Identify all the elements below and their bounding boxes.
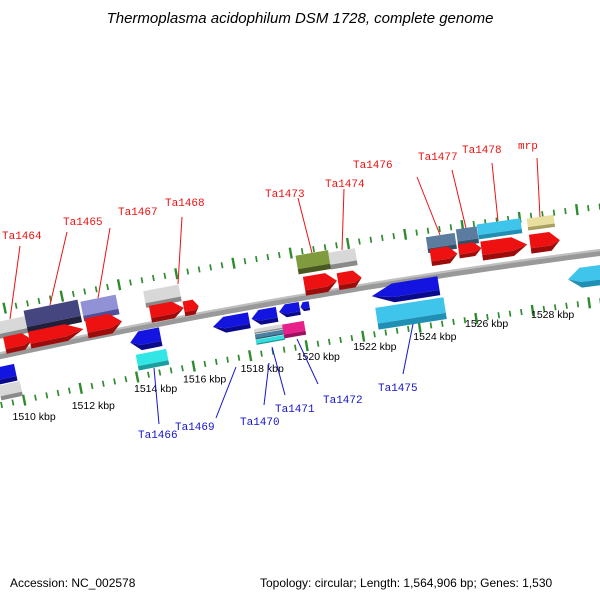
svg-text:Ta1465: Ta1465 bbox=[63, 217, 103, 229]
svg-text:mrp: mrp bbox=[518, 141, 538, 153]
svg-text:Ta1478: Ta1478 bbox=[462, 145, 502, 157]
svg-text:1524 kbp: 1524 kbp bbox=[413, 331, 456, 343]
svg-text:Ta1467: Ta1467 bbox=[118, 207, 158, 219]
svg-text:1522 kbp: 1522 kbp bbox=[353, 341, 396, 353]
svg-text:1510 kbp: 1510 kbp bbox=[13, 411, 56, 423]
svg-text:Ta1464: Ta1464 bbox=[2, 231, 42, 243]
svg-text:Ta1475: Ta1475 bbox=[378, 383, 418, 395]
svg-text:Ta1473: Ta1473 bbox=[265, 189, 305, 201]
svg-text:Ta1476: Ta1476 bbox=[353, 160, 393, 172]
svg-text:1512 kbp: 1512 kbp bbox=[72, 400, 115, 412]
svg-text:1516 kbp: 1516 kbp bbox=[183, 374, 226, 386]
svg-text:1526 kbp: 1526 kbp bbox=[465, 318, 508, 330]
svg-text:Ta1477: Ta1477 bbox=[418, 152, 458, 164]
svg-text:Ta1474: Ta1474 bbox=[325, 179, 365, 191]
svg-text:Ta1471: Ta1471 bbox=[275, 404, 315, 416]
svg-text:Ta1472: Ta1472 bbox=[323, 395, 363, 407]
svg-text:Ta1468: Ta1468 bbox=[165, 198, 205, 210]
svg-text:Ta1466: Ta1466 bbox=[138, 430, 178, 442]
svg-text:1528 kbp: 1528 kbp bbox=[531, 309, 574, 321]
svg-text:Ta1469: Ta1469 bbox=[175, 422, 215, 434]
svg-text:Ta1470: Ta1470 bbox=[240, 417, 280, 429]
